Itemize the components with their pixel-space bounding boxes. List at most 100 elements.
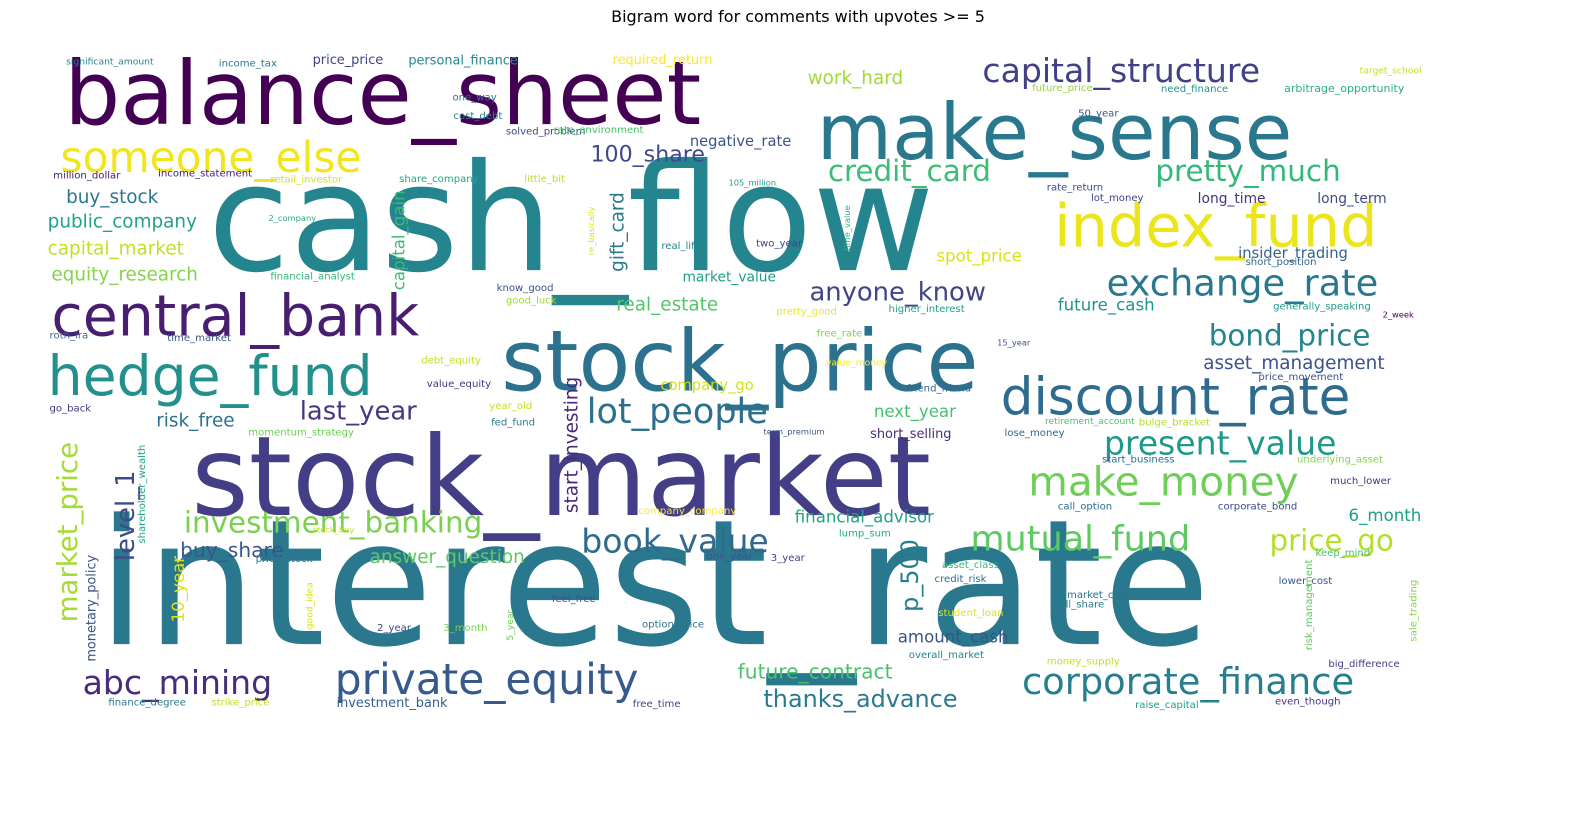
word-value-equity: value_equity <box>427 379 491 390</box>
word-15-year: 15_year <box>997 337 1031 347</box>
word-monetary-policy: monetary_policy <box>85 554 100 661</box>
word-discount-rate: discount_rate <box>1001 367 1351 427</box>
word-thanks-advance: thanks_advance <box>763 685 957 713</box>
word-2-year: 2_year <box>377 623 412 634</box>
word-one-way: one_way <box>452 93 496 104</box>
word-stock-price: stock_price <box>501 312 978 411</box>
word-answer-question: answer_question <box>370 547 525 568</box>
word-company-company: company_company <box>638 506 736 517</box>
word-central-bank: central_bank <box>51 284 419 350</box>
word-short-position: short_position <box>1246 257 1317 268</box>
word-lower-cost: lower_cost <box>1279 576 1333 587</box>
word-pretty-good: pretty_good <box>776 307 837 318</box>
word-overall-market: overall_market <box>909 650 984 661</box>
word-bond-price: bond_price <box>1209 318 1371 352</box>
word-keep-mind: keep_mind <box>1315 548 1370 559</box>
word-retirement-account: retirement_account <box>1045 416 1135 427</box>
word-work-hard: work_hard <box>808 68 904 89</box>
word-shareholder-wealth: shareholder_wealth <box>137 445 148 544</box>
word-personal-finance: personal_finance <box>408 54 518 69</box>
word-market-value: market_value <box>682 269 776 285</box>
word-book-value: book_value <box>581 521 769 560</box>
word-rate-return: rate_return <box>1047 183 1103 194</box>
word-present-value: present_value <box>1104 424 1337 463</box>
word-p-500: p_500 <box>896 539 924 612</box>
word-solved-problem: solved_problem <box>506 127 586 138</box>
word-feel-free: feel_free <box>552 594 596 605</box>
word-negative-rate: negative_rate <box>690 133 791 150</box>
word-finance-degree: finance_degree <box>108 697 186 708</box>
word-even-though: even_though <box>1275 696 1341 707</box>
word-debt-equity: debt_equity <box>421 356 481 367</box>
word-price-stock: price_stock <box>256 554 313 565</box>
word-3-month: 3_month <box>443 623 487 634</box>
word-roth-ira: roth_ira <box>50 330 89 341</box>
word-year-old: year_old <box>489 401 532 412</box>
word-stock-market: stock_market <box>191 414 931 542</box>
word-spot-price: spot_price <box>936 246 1021 266</box>
word-go-back: go_back <box>50 404 92 415</box>
word-buy-share: buy_share <box>180 538 284 562</box>
word-insider-trading: insider_trading <box>1238 245 1348 262</box>
word-company-go: company_go <box>660 377 753 394</box>
word-future-cash: future_cash <box>1058 295 1155 315</box>
word-momentum-strategy: momentum_strategy <box>248 427 354 438</box>
word-money-supply: money_supply <box>1047 656 1120 667</box>
word-fed-fund: fed_fund <box>491 418 535 429</box>
word-required-return: required_return <box>613 53 713 68</box>
word-asset-class: asset_class <box>942 560 999 571</box>
word-real-estate: real_estate <box>616 294 718 315</box>
word-equity-research: equity_research <box>51 265 198 286</box>
word-cloud: interest_rate cash_flow stock_market balanc… <box>48 42 1422 713</box>
word-capital-structure: capital_structure <box>982 51 1260 90</box>
word-generally-speaking: generally_speaking <box>1273 301 1371 312</box>
word-pretty-much: pretty_much <box>1155 154 1340 188</box>
word-index-fund: index_fund <box>1054 192 1377 261</box>
word-50-year: 50_year <box>1078 108 1119 119</box>
word-price-price: price_price <box>313 53 384 68</box>
word-long-time: long_time <box>1198 191 1266 207</box>
word-exchange-rate: exchange_rate <box>1107 261 1379 304</box>
word-last-year: last_year <box>300 397 417 427</box>
word-cash-flow: cash_flow <box>208 133 935 306</box>
word-private-equity: private_equity <box>335 655 639 704</box>
word-significant-amount: significant_amount <box>66 57 154 68</box>
word-income-tax: income_tax <box>219 58 277 69</box>
word-abc-mining: abc_mining <box>83 663 273 702</box>
word-million-dollar: million_dollar <box>53 170 121 181</box>
word-higher-interest: higher_interest <box>889 304 965 315</box>
word-interest-rate: interest_rate <box>97 483 1210 686</box>
word-make-sense: make_sense <box>817 88 1293 178</box>
word-free-time: free_time <box>633 699 681 710</box>
word-good-luck: good_luck <box>506 295 557 306</box>
word-6-month: 6_month <box>1349 506 1422 526</box>
word-underlying-asset: underlying_asset <box>1297 454 1383 465</box>
word-term-premium: term_premium <box>763 426 824 436</box>
word-credit-card: credit_card <box>828 154 991 188</box>
word-capital-market: capital_market <box>48 238 184 259</box>
word-target-school: target_school <box>1360 65 1422 76</box>
word-hedge-fund: hedge_fund <box>48 345 373 409</box>
word-5-year: 5_year <box>505 610 516 641</box>
word-someone-else: someone_else <box>61 133 362 182</box>
word-free-rate: free_rate <box>817 329 862 340</box>
word-mutual-fund: mutual_fund <box>970 520 1190 560</box>
word-investment-banking: investment_banking <box>184 505 482 539</box>
word-time-value: time_value <box>842 205 852 251</box>
word-student-loan: student_loan <box>938 608 1003 619</box>
word-market-crash: market_crash <box>1067 590 1135 601</box>
word-good-idea: good_idea <box>305 582 316 629</box>
word-price-movement: price_movement <box>1258 372 1343 383</box>
word-make-money: make_money <box>1028 458 1298 506</box>
word-two-year: two_year <box>756 239 803 250</box>
chart-title: Bigram word for comments with upvotes >=… <box>611 7 985 26</box>
word-3-year: 3_year <box>771 553 806 564</box>
word-asset-management: asset_management <box>1203 353 1384 374</box>
word-2-week: 2_week <box>1383 309 1414 319</box>
word-rate-environment: rate_environment <box>554 125 644 136</box>
word-amount-cash: amount_cash <box>898 627 1009 647</box>
word-price-go: price_go <box>1269 524 1393 558</box>
word-real-life: real_life <box>661 241 701 252</box>
word-re-basically: re_basically <box>586 207 596 256</box>
